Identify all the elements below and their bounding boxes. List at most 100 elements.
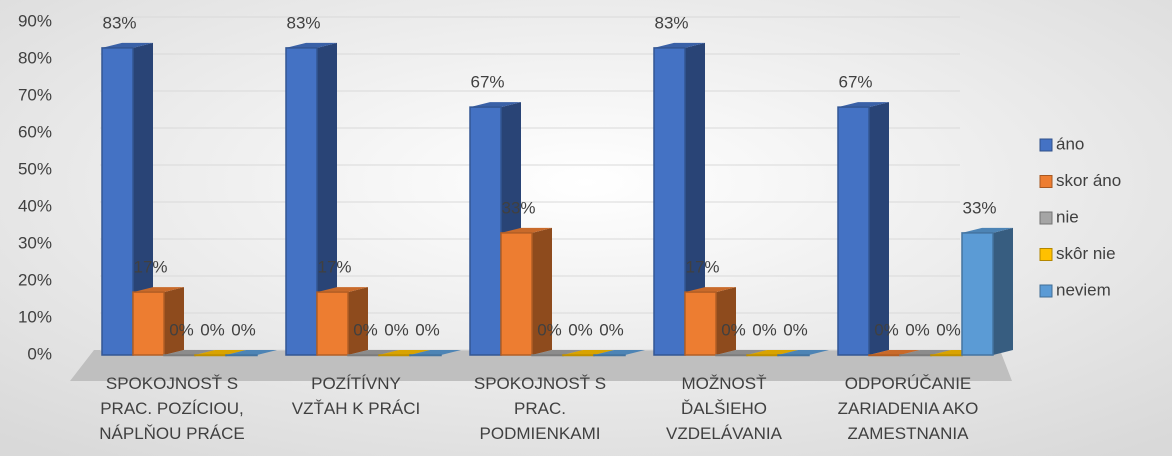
x-tick-line: ODPORÚČANIE	[845, 374, 972, 393]
bar	[500, 232, 533, 356]
bar-top	[102, 42, 153, 48]
bar	[961, 232, 994, 356]
bar-top	[133, 287, 184, 293]
value-label: 83%	[654, 13, 688, 32]
bar-side	[317, 42, 337, 356]
value-label: 67%	[838, 73, 872, 92]
value-label: 0%	[231, 320, 256, 339]
bar	[715, 354, 748, 357]
x-tick-line: SPOKOJNOSŤ S	[474, 374, 606, 393]
value-label: 0%	[353, 320, 378, 339]
legend-swatch	[1039, 175, 1053, 188]
bar-side	[869, 102, 889, 355]
value-label: 17%	[133, 258, 167, 277]
y-tick-label: 10%	[18, 307, 52, 326]
x-tick-line: POZÍTÍVNY	[311, 374, 401, 393]
bar-top	[654, 42, 705, 48]
x-tick-line: VZŤAH K PRÁCI	[292, 399, 420, 418]
value-label: 83%	[286, 13, 320, 32]
legend-label: skôr nie	[1056, 244, 1116, 263]
legend-swatch	[1039, 138, 1053, 152]
bar	[378, 354, 411, 357]
bar	[837, 106, 870, 356]
bar-top	[838, 102, 889, 108]
value-label: 67%	[470, 73, 504, 92]
value-label: 17%	[685, 258, 719, 277]
value-label: 0%	[752, 320, 777, 339]
value-label: 0%	[783, 320, 808, 339]
x-tick-line: ZARIADENIA AKO	[838, 399, 979, 418]
x-tick-line: SPOKOJNOSŤ S	[106, 374, 238, 393]
value-label: 33%	[501, 198, 535, 217]
bar	[593, 354, 626, 357]
bar	[316, 291, 349, 356]
bar-top	[410, 350, 461, 355]
bar-side	[685, 42, 705, 356]
bar-top	[778, 350, 829, 355]
bar-top	[317, 287, 368, 293]
bar-top	[195, 350, 246, 355]
y-tick-label: 60%	[18, 122, 52, 141]
bar-top	[685, 287, 736, 293]
x-tick-line: MOŽNOSŤ	[682, 374, 767, 393]
x-tick-label: POZÍTÍVNY VZŤAH K PRÁCI	[292, 374, 420, 418]
bar-top	[594, 350, 645, 355]
bar-top	[379, 350, 430, 355]
value-label: 0%	[721, 320, 746, 339]
value-label: 33%	[962, 198, 996, 217]
bar	[930, 354, 963, 357]
y-tick-label: 80%	[18, 48, 52, 67]
bar-side	[164, 287, 184, 355]
bar	[101, 47, 134, 356]
bar	[868, 354, 901, 357]
legend-swatch	[1039, 211, 1053, 225]
bar	[347, 354, 380, 357]
bar-top	[563, 350, 614, 355]
value-label: 17%	[317, 258, 351, 277]
value-label: 0%	[415, 320, 440, 339]
bar-top	[470, 102, 521, 108]
bar-top	[532, 350, 583, 355]
bar-side	[133, 42, 153, 356]
bar	[225, 354, 258, 357]
bar-top	[286, 42, 337, 48]
floor	[70, 350, 1012, 381]
bar	[562, 354, 595, 357]
bar-top	[869, 350, 920, 355]
bar	[409, 354, 442, 357]
x-tick-line: PODMIENKAMI	[480, 424, 601, 443]
bar-side	[532, 227, 552, 355]
bar	[746, 354, 779, 357]
bar-top	[226, 350, 277, 355]
value-label: 83%	[102, 13, 136, 32]
x-tick-label: SPOKOJNOSŤ S PRAC. PODMIENKAMI	[474, 374, 606, 443]
bar	[285, 47, 318, 356]
x-tick-label: SPOKOJNOSŤ S PRAC. POZÍCIOU, NÁPLŇOU PRÁCE	[99, 374, 244, 443]
bar-top	[900, 350, 951, 355]
bar	[531, 354, 564, 357]
y-tick-label: 70%	[18, 85, 52, 104]
legend-label: nie	[1056, 207, 1079, 226]
bar-top	[164, 350, 215, 355]
value-label: 0%	[936, 320, 961, 339]
value-label: 0%	[874, 320, 899, 339]
value-label: 0%	[537, 320, 562, 339]
x-tick-line: ZAMESTNANIA	[848, 424, 970, 443]
value-label: 0%	[599, 320, 624, 339]
bar-top	[501, 227, 552, 233]
bar-top	[962, 227, 1013, 233]
bar-side	[716, 287, 736, 355]
value-label: 0%	[169, 320, 194, 339]
y-tick-label: 30%	[18, 233, 52, 252]
x-tick-line: PRAC.	[514, 399, 566, 418]
bar	[899, 354, 932, 357]
y-tick-label: 90%	[18, 11, 52, 30]
value-label: 0%	[384, 320, 409, 339]
y-tick-label: 40%	[18, 196, 52, 215]
bar	[777, 354, 810, 357]
bar-top	[747, 350, 798, 355]
bar-top	[716, 350, 767, 355]
value-label: 0%	[905, 320, 930, 339]
x-tick-label: MOŽNOSŤ ĎALŠIEHO VZDELÁVANIA	[666, 374, 783, 443]
